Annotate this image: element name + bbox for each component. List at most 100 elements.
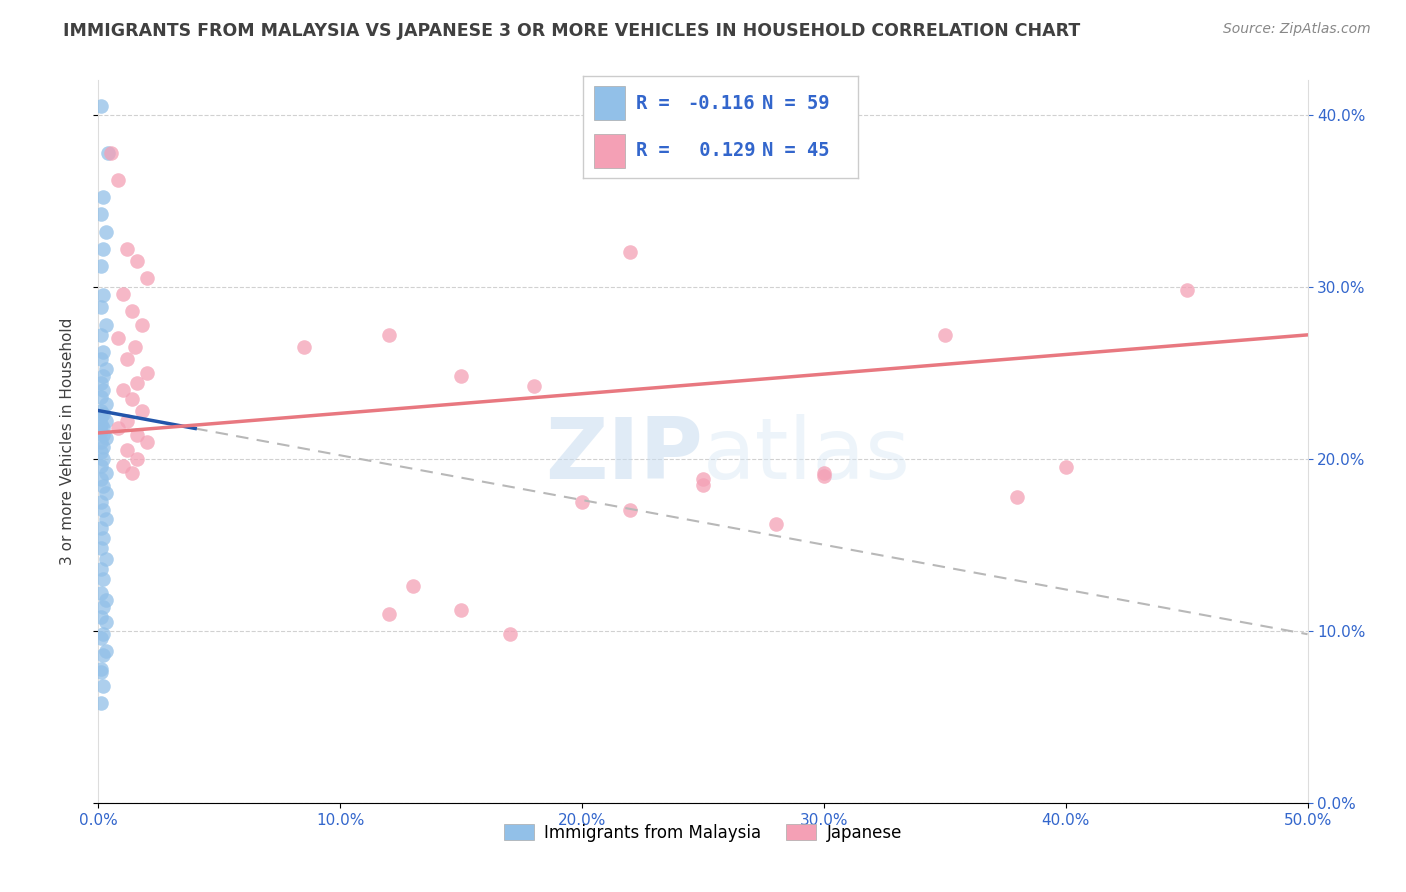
Point [117,443,139,458]
Point [91,531,114,545]
Text: -0.116: -0.116 [688,94,755,112]
Point [91,451,114,466]
Point [1007,490,1029,504]
FancyBboxPatch shape [595,135,624,168]
Point [91,679,114,693]
Point [91,479,114,493]
Text: R =: R = [636,94,681,112]
Point [94,414,117,428]
Point [97,145,120,160]
Point [127,451,149,466]
Point [90,99,112,113]
Point [117,351,139,366]
Point [94,466,117,480]
Point [91,369,114,384]
Point [121,466,143,480]
Point [90,665,112,679]
Point [107,173,129,187]
Point [135,271,157,285]
Point [111,383,134,397]
Point [450,603,472,617]
Point [91,572,114,586]
FancyBboxPatch shape [595,87,624,120]
Point [94,551,117,566]
Point [402,579,425,593]
Point [91,427,114,442]
Point [100,145,122,160]
Point [292,340,315,354]
Point [90,562,112,576]
Text: IMMIGRANTS FROM MALAYSIA VS JAPANESE 3 OR MORE VEHICLES IN HOUSEHOLD CORRELATION: IMMIGRANTS FROM MALAYSIA VS JAPANESE 3 O… [63,22,1081,40]
Point [91,345,114,359]
Point [94,644,117,658]
Point [131,403,153,417]
Y-axis label: 3 or more Vehicles in Household: 3 or more Vehicles in Household [60,318,75,566]
Point [90,631,112,645]
Point [94,225,117,239]
Text: 0.129: 0.129 [688,141,755,160]
Point [91,190,114,204]
Point [94,486,117,500]
Point [498,627,520,641]
Point [90,586,112,600]
Legend: Immigrants from Malaysia, Japanese: Immigrants from Malaysia, Japanese [498,817,908,848]
Point [619,245,641,260]
Point [117,414,139,428]
Point [619,503,641,517]
Point [91,383,114,397]
Point [90,351,112,366]
Point [90,301,112,315]
Point [692,472,714,486]
Point [135,366,157,380]
Point [1175,283,1198,297]
Point [90,376,112,390]
Point [127,253,149,268]
Point [90,458,112,473]
Point [94,431,117,445]
Point [90,610,112,624]
Point [131,318,153,332]
Point [111,286,134,301]
Point [813,466,835,480]
Point [90,520,112,534]
Point [94,615,117,630]
Point [107,421,129,435]
Point [94,512,117,526]
Point [90,696,112,710]
Point [91,421,114,435]
Point [450,369,472,384]
Point [107,331,129,345]
Point [692,477,714,491]
Point [90,207,112,221]
Point [90,494,112,508]
Text: ZIP: ZIP [546,415,703,498]
Point [94,592,117,607]
Point [90,259,112,273]
Point [91,440,114,454]
Point [91,503,114,517]
Text: atlas: atlas [703,415,911,498]
Point [94,397,117,411]
Point [90,403,112,417]
Point [135,434,157,449]
Point [90,410,112,425]
Point [127,376,149,390]
Point [111,458,134,473]
Point [127,427,149,442]
Text: R =: R = [636,141,681,160]
Point [90,390,112,404]
Point [765,517,787,532]
Point [91,599,114,614]
Text: N = 59: N = 59 [762,94,830,112]
Point [523,379,546,393]
Point [117,242,139,256]
Point [94,318,117,332]
Point [121,392,143,406]
Point [90,662,112,676]
Point [91,288,114,302]
Point [1054,460,1077,475]
Point [813,469,835,483]
Point [91,627,114,641]
Point [91,242,114,256]
Point [90,445,112,459]
